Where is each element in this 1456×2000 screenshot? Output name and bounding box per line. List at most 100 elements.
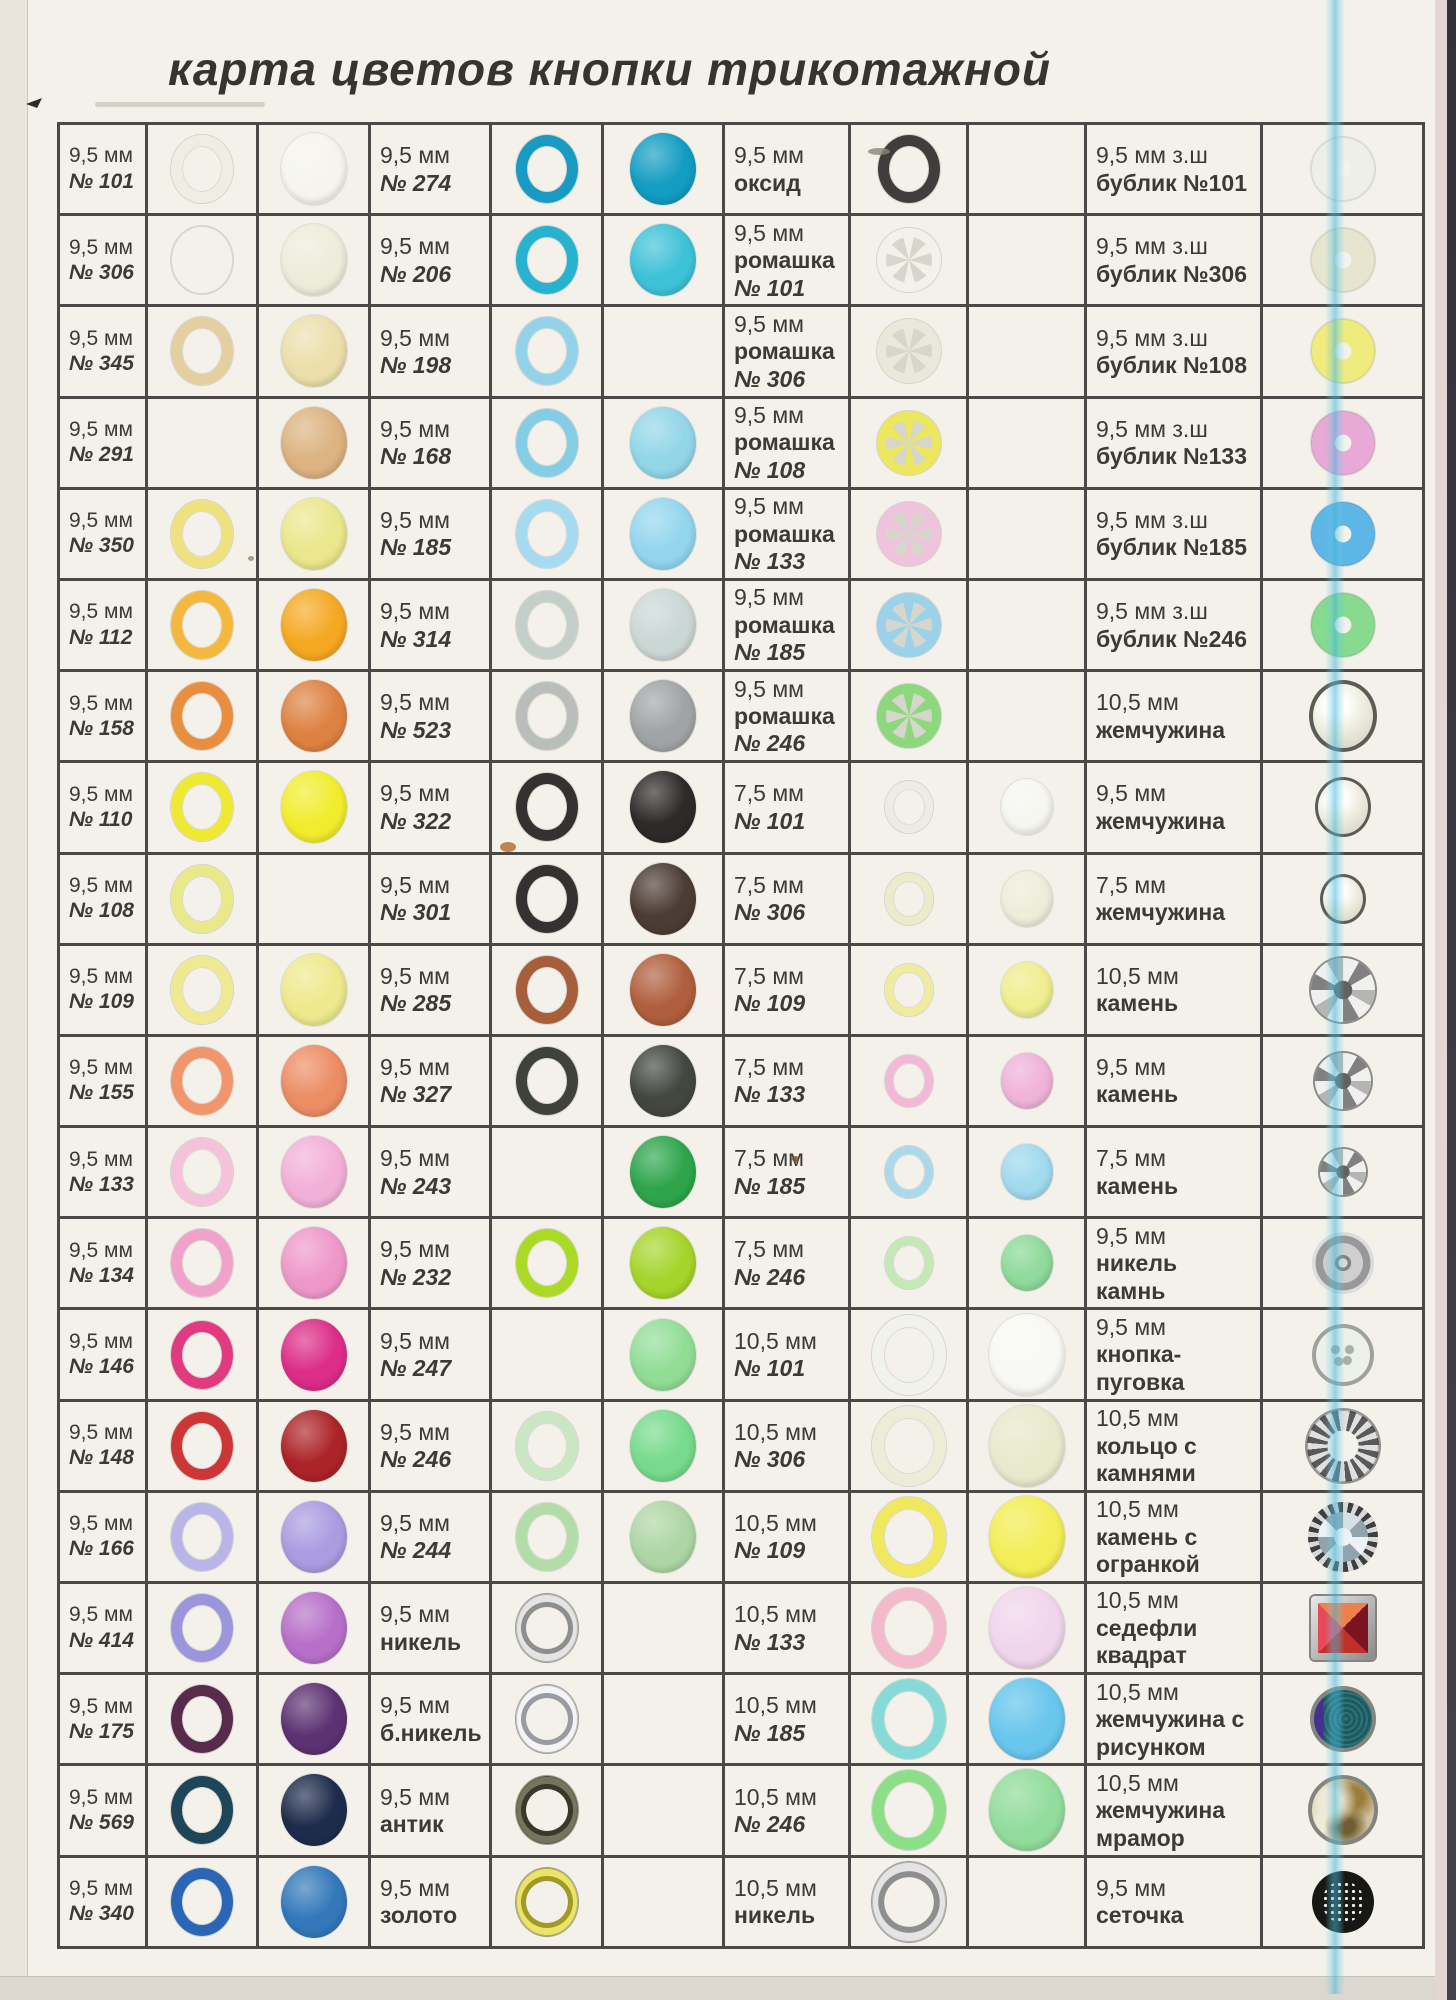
cap-sample-cell (259, 945, 371, 1037)
label-line: 9,5 мм (380, 871, 450, 898)
cap-sample (630, 497, 696, 570)
ring-sample-cell (148, 854, 259, 946)
label-line: жемчужина (1096, 899, 1226, 926)
cap-sample-cell (259, 1492, 371, 1584)
disc-sample-cell (969, 580, 1087, 673)
label-line: 10,5 мм (734, 1783, 817, 1810)
label-line: 9,5 мм (69, 326, 133, 350)
ring-sample-cell (148, 1401, 259, 1493)
label-line: № 306 (734, 1446, 806, 1473)
ring-sample-cell (492, 672, 604, 764)
label-line: 9,5 мм (69, 600, 133, 624)
label-line: 7,5 мм (734, 1236, 804, 1263)
label-line: сеточка (1096, 1902, 1184, 1929)
fancy-button-sample-cell (1263, 1128, 1425, 1220)
label-line: 9,5 мм (734, 310, 804, 337)
size-number-label: 9,5 мм № 175 (60, 1675, 148, 1767)
label-line: золото (380, 1902, 458, 1929)
ring-sample (515, 499, 578, 568)
cap-sample-cell (604, 1584, 725, 1676)
cap-sample-cell (604, 1675, 725, 1767)
label-line: № 101 (734, 274, 806, 301)
daisy-petal-cutouts (885, 693, 932, 740)
label-line: № 569 (69, 1810, 134, 1834)
antique-ring-sample (515, 1776, 578, 1845)
cap-sample-cell (604, 763, 725, 855)
size-number-label: 7,5 мм № 101 (725, 763, 851, 855)
label-line: № 155 (69, 1081, 134, 1105)
button-sample-cell (851, 1492, 969, 1584)
size-number-label: 9,5 мм з.ш бублик №133 (1087, 398, 1263, 490)
size-number-label: 10,5 мм жемчужина (1087, 672, 1263, 764)
ring-sample-cell (148, 672, 259, 764)
ring-sample (515, 135, 578, 204)
fancy-button-sample-cell (1263, 1766, 1425, 1858)
label-line: жемчужина с (1096, 1706, 1245, 1733)
fancy-button-sample-cell (1263, 398, 1425, 490)
label-line: 9,5 мм (380, 506, 450, 533)
cap-sample-cell (604, 854, 725, 946)
size-number-label: 9,5 мм ромашка № 185 (725, 580, 851, 673)
ring-sample-cell (492, 1401, 604, 1493)
ring-sample (515, 864, 578, 933)
size-number-label: 9,5 мм № 247 (371, 1310, 492, 1402)
fancy-button-sample-cell (1263, 1584, 1425, 1676)
cap-sample (280, 497, 347, 570)
label-line: № 112 (69, 625, 133, 649)
cap-sample (280, 1592, 347, 1665)
label-line: № 285 (380, 990, 452, 1017)
fancy-button-sample-cell (1263, 1219, 1425, 1311)
fancy-button-sample-cell (1263, 307, 1425, 399)
size-number-label: 9,5 мм никель (371, 1584, 492, 1676)
fancy-button-sample-cell (1263, 945, 1425, 1037)
daisy-button-sample (876, 501, 941, 566)
size-number-label: 9,5 мм № 285 (371, 945, 492, 1037)
label-line: № 206 (380, 260, 452, 287)
cap-sample (280, 1500, 347, 1573)
label-line: № 314 (380, 625, 452, 652)
cap-sample (280, 1409, 347, 1482)
cap-sample (630, 680, 696, 753)
ring-sample-cell (148, 1310, 259, 1402)
cap-sample (630, 1044, 696, 1117)
cap-sample-cell (259, 1219, 371, 1311)
label-line: № 246 (734, 730, 806, 757)
disc-sample (988, 1587, 1065, 1670)
label-line: 10,5 мм (734, 1874, 817, 1901)
size-number-label: 9,5 мм № 243 (371, 1128, 492, 1220)
label-line: ромашка (734, 520, 835, 547)
ring-sample (515, 682, 578, 751)
bright_nickel-ring-sample (515, 1685, 578, 1754)
label-line: рисунком (1096, 1733, 1206, 1760)
size-number-label: 9,5 мм № 185 (371, 489, 492, 581)
label-line: 10,5 мм (734, 1509, 817, 1536)
size-number-label: 9,5 мм № 166 (60, 1492, 148, 1584)
ring-sample (884, 1054, 933, 1107)
cap-sample (280, 133, 347, 206)
label-line: 9,5 мм (69, 1512, 133, 1536)
size-number-label: 10,5 мм жемчужина мрамор (1087, 1766, 1263, 1858)
label-line: 10,5 мм (1096, 1587, 1179, 1614)
patterned-pearl-button-sample (1309, 1686, 1376, 1753)
daisy-button-sample (876, 228, 941, 293)
label-line: 9,5 мм (380, 1236, 450, 1263)
ring-sample (171, 317, 233, 386)
label-line: 9,5 мм (380, 962, 450, 989)
ring-sample (171, 1411, 233, 1480)
ring-sample (515, 1411, 578, 1480)
ring-sample (871, 1496, 946, 1577)
label-line: № 166 (69, 1537, 134, 1561)
ring-sample (515, 1046, 578, 1115)
label-line: ромашка (734, 611, 835, 638)
fancy-button-sample-cell (1263, 1492, 1425, 1584)
size-number-label: 9,5 мм ромашка № 133 (725, 489, 851, 581)
size-number-label: 9,5 мм сеточка (1087, 1857, 1263, 1949)
label-line: № 168 (380, 443, 452, 470)
cap-sample (630, 1136, 696, 1209)
size-number-label: 9,5 мм № 109 (60, 945, 148, 1037)
disc-sample-cell (969, 1401, 1087, 1493)
size-number-label: 10,5 мм № 185 (725, 1675, 851, 1767)
fancy-button-sample-cell (1263, 672, 1425, 764)
label-line: 9,5 мм (380, 1418, 450, 1445)
